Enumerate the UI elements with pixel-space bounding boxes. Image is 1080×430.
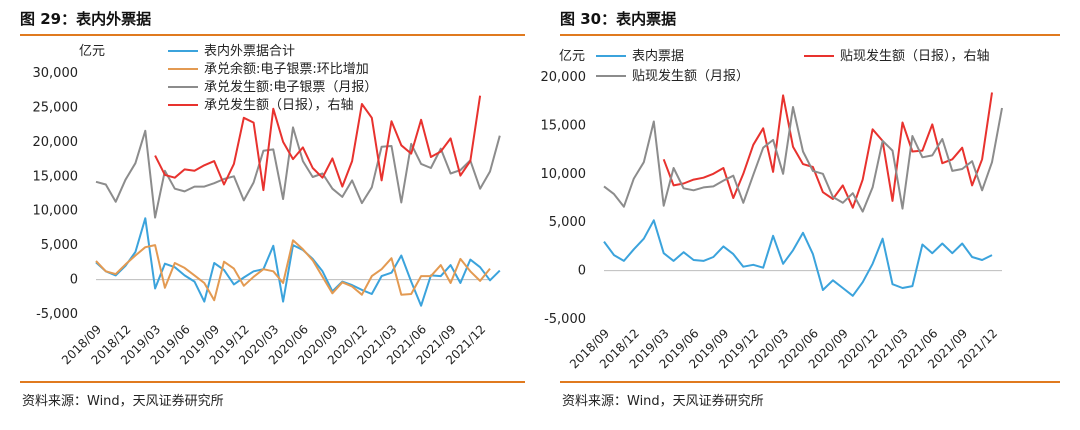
legend-label: 承兑余额:电子银票:环比增加 [204,61,369,77]
legend-label: 承兑发生额:电子银票（月报） [204,79,377,95]
legend-label: 表内外票据合计 [204,43,295,59]
figure-title: 图 30：表内票据 [560,10,677,28]
y-tick-label: 20,000 [33,135,79,150]
y-tick-label: -5,000 [36,307,78,322]
source-rule [20,381,525,383]
y-tick-label: 15,000 [33,169,79,184]
y-tick-label: 10,000 [33,204,79,219]
y-tick-label: 15,000 [541,118,587,133]
series-line [603,106,1003,213]
y-tick-label: 25,000 [33,100,79,115]
chart-30: -5,00005,00010,00015,00020,000亿元2018/092… [541,48,1003,371]
y-tick-label: -5,000 [544,312,586,327]
chart-29: -5,000 0 5,000 10,000 15,000 20,000 25,000 30,0… [33,43,501,367]
source-note: 资料来源：Wind，天风证券研究所 [22,394,224,409]
y-tick-label: 5,000 [41,238,78,253]
y-tick-label: 0 [70,273,78,288]
series-line [95,217,501,307]
title-rule [560,34,1060,36]
series-line [662,92,993,209]
legend-label: 贴现发生额（月报） [632,68,749,84]
y-tick-label: 0 [578,264,586,279]
series-line [154,95,482,192]
y-axis-unit: 亿元 [559,49,585,64]
figure-title: 图 29：表内外票据 [20,10,152,28]
y-axis-unit: 亿元 [79,44,105,59]
series-line [95,239,491,302]
title-rule [20,34,525,36]
series-line [603,219,993,297]
y-tick-label: 5,000 [549,215,586,230]
source-note: 资料来源：Wind，天风证券研究所 [562,394,764,409]
figure-29: 图 29：表内外票据 -5,000 0 5,000 10,000 15,000 20,00… [0,0,530,430]
y-tick-label: 10,000 [541,167,587,182]
series-line [95,126,501,219]
figure-30: 图 30：表内票据 -5,000 0 5,000 10,000 15,000 20,000… [540,0,1080,430]
y-tick-label: 20,000 [541,70,587,85]
legend-label: 表内票据 [632,48,684,64]
legend-label: 贴现发生额（日报），右轴 [840,48,990,64]
legend-label: 承兑发生额（日报），右轴 [204,97,354,113]
source-rule [560,381,1060,383]
y-tick-label: 30,000 [33,66,79,81]
